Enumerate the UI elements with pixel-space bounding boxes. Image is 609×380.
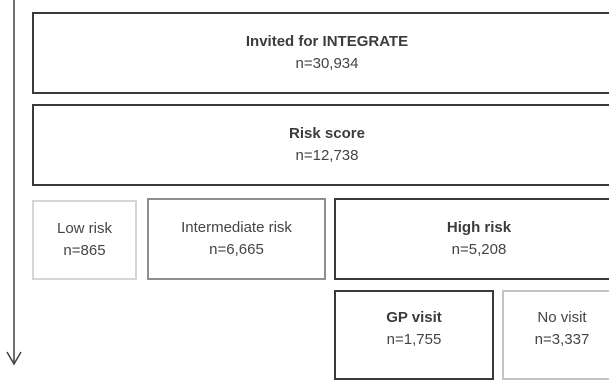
risk-score-title: Risk score: [289, 125, 365, 143]
intermediate-risk-box: Intermediate risk n=6,665: [147, 198, 326, 280]
high-risk-title: High risk: [446, 219, 512, 237]
no-visit-count: n=3,337: [534, 331, 590, 348]
no-visit-box: No visit n=3,337: [502, 290, 609, 380]
invited-count: n=30,934: [295, 55, 359, 72]
intermediate-risk-title: Intermediate risk: [181, 219, 292, 237]
invited-box: Invited for INTEGRATE n=30,934: [32, 12, 609, 94]
gp-visit-title: GP visit: [386, 309, 442, 327]
no-visit-title: No visit: [537, 309, 587, 327]
high-risk-box: High risk n=5,208: [334, 198, 609, 280]
arrow-down-icon: [6, 0, 22, 366]
low-risk-title: Low risk: [56, 220, 112, 238]
low-risk-box: Low risk n=865: [32, 200, 137, 280]
risk-score-count: n=12,738: [295, 147, 359, 164]
invited-title: Invited for INTEGRATE: [245, 33, 409, 51]
gp-visit-box: GP visit n=1,755: [334, 290, 494, 380]
gp-visit-count: n=1,755: [386, 331, 442, 348]
intermediate-risk-count: n=6,665: [209, 241, 264, 258]
high-risk-count: n=5,208: [451, 241, 507, 258]
risk-score-box: Risk score n=12,738: [32, 104, 609, 186]
low-risk-count: n=865: [63, 242, 106, 259]
